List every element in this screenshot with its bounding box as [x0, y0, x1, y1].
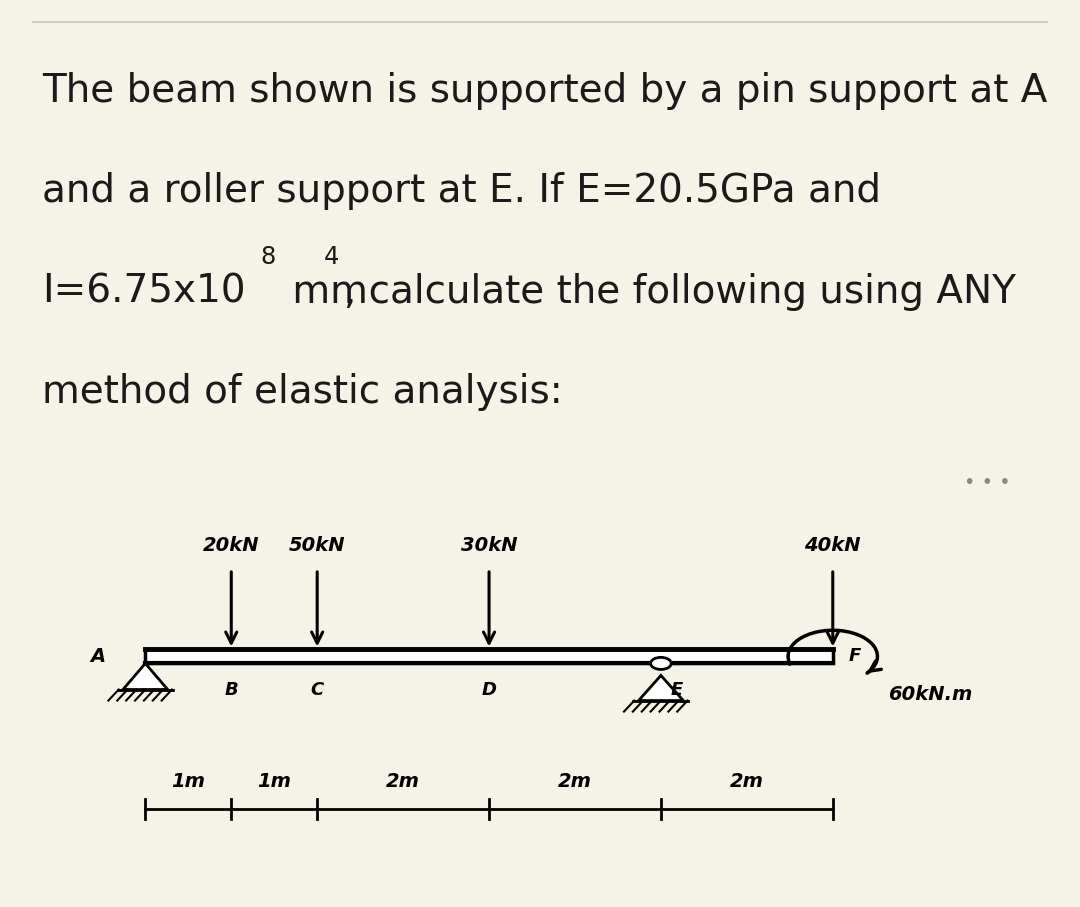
- Text: 20kN: 20kN: [203, 536, 259, 555]
- Text: , calculate the following using ANY: , calculate the following using ANY: [345, 272, 1016, 310]
- Polygon shape: [123, 663, 167, 689]
- Text: F: F: [848, 648, 861, 666]
- Polygon shape: [638, 676, 684, 700]
- Text: 2m: 2m: [730, 773, 764, 792]
- Text: 40kN: 40kN: [805, 536, 861, 555]
- Text: D: D: [482, 681, 497, 699]
- Text: C: C: [311, 681, 324, 699]
- Bar: [146, 649, 833, 663]
- Text: 2m: 2m: [387, 773, 420, 792]
- Text: 1m: 1m: [257, 773, 292, 792]
- Text: 30kN: 30kN: [461, 536, 517, 555]
- Text: 2m: 2m: [558, 773, 592, 792]
- Circle shape: [650, 658, 672, 669]
- Text: E: E: [671, 681, 683, 699]
- Text: 8: 8: [260, 246, 275, 269]
- Text: 50kN: 50kN: [288, 536, 346, 555]
- Text: 1m: 1m: [172, 773, 205, 792]
- Text: 4: 4: [324, 246, 339, 269]
- Text: • • •: • • •: [964, 473, 1011, 493]
- Text: The beam shown is supported by a pin support at A: The beam shown is supported by a pin sup…: [42, 73, 1048, 110]
- Text: B: B: [225, 681, 238, 699]
- Text: I=6.75x10: I=6.75x10: [42, 272, 245, 310]
- Text: method of elastic analysis:: method of elastic analysis:: [42, 373, 563, 411]
- Text: 60kN.m: 60kN.m: [888, 685, 972, 704]
- Text: mm: mm: [280, 272, 368, 310]
- Text: A: A: [91, 647, 106, 666]
- Text: and a roller support at E. If E=20.5GPa and: and a roller support at E. If E=20.5GPa …: [42, 172, 881, 210]
